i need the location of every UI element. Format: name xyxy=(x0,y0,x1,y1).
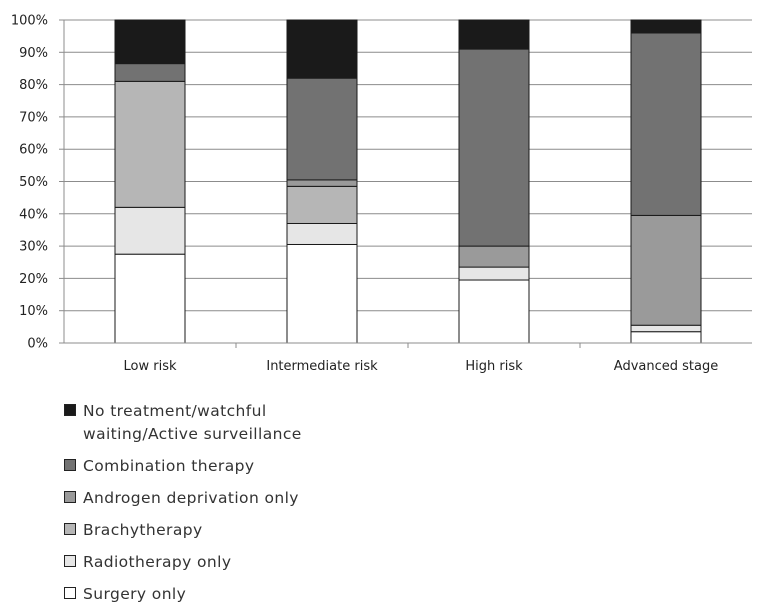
bar-segment xyxy=(114,63,186,82)
y-tick-label: 60% xyxy=(19,143,48,158)
legend-swatch xyxy=(64,555,76,567)
y-tick-label: 100% xyxy=(11,14,48,29)
bar-segment xyxy=(630,324,702,333)
bar-segment xyxy=(458,279,530,344)
bar-segment xyxy=(286,243,358,344)
y-tick-label: 30% xyxy=(19,240,48,255)
legend-item: No treatment/watchful waiting/Active sur… xyxy=(64,400,464,446)
legend-label: Combination therapy xyxy=(83,457,255,475)
y-tick-label: 10% xyxy=(19,304,48,319)
y-tick-label: 70% xyxy=(19,110,48,125)
x-tick-label: Low risk xyxy=(124,359,177,374)
x-tick-label: High risk xyxy=(465,359,523,374)
legend-item: Radiotherapy only xyxy=(64,551,464,574)
bar-segment xyxy=(630,331,702,344)
legend-swatch xyxy=(64,523,76,535)
legend-label: No treatment/watchful waiting/Active sur… xyxy=(83,402,302,443)
bar-segment xyxy=(114,206,186,255)
bar-segment xyxy=(286,222,358,245)
x-tick-label: Advanced stage xyxy=(614,359,718,374)
bar-segment xyxy=(458,48,530,247)
legend-item: Androgen deprivation only xyxy=(64,487,464,510)
legend-swatch xyxy=(64,459,76,471)
y-axis-ticks: 0% 10% 20% 30% 40% 50% 60% 70% 80% 90% 100% xyxy=(11,14,64,352)
bar-segment xyxy=(458,245,530,268)
bar-segment xyxy=(286,77,358,181)
bar-segment xyxy=(630,214,702,326)
legend-item: Combination therapy xyxy=(64,455,464,478)
bar-segment xyxy=(458,19,530,50)
legend-swatch xyxy=(64,491,76,503)
legend-item: Surgery only xyxy=(64,583,464,606)
bar-segment xyxy=(458,266,530,281)
legend-item: Brachytherapy xyxy=(64,519,464,542)
legend-label: Androgen deprivation only xyxy=(83,489,299,507)
bar-segment xyxy=(286,179,358,187)
y-tick-label: 20% xyxy=(19,272,48,287)
y-tick-label: 90% xyxy=(19,46,48,61)
x-axis-ticks: Low risk Intermediate risk High risk Advanc… xyxy=(124,343,718,374)
bars xyxy=(114,19,702,344)
bar-segment xyxy=(630,32,702,216)
y-tick-label: 40% xyxy=(19,207,48,222)
bar-segment xyxy=(114,80,186,208)
y-tick-label: 50% xyxy=(19,175,48,190)
legend: No treatment/watchful waiting/Active sur… xyxy=(64,400,464,615)
y-tick-label: 80% xyxy=(19,78,48,93)
y-tick-label: 0% xyxy=(27,337,48,352)
legend-label: Brachytherapy xyxy=(83,521,203,539)
bar-segment xyxy=(114,253,186,344)
legend-label: Surgery only xyxy=(83,585,187,603)
bar-segment xyxy=(286,185,358,224)
legend-swatch xyxy=(64,404,76,416)
bar-segment xyxy=(114,19,186,65)
legend-swatch xyxy=(64,587,76,599)
legend-label: Radiotherapy only xyxy=(83,553,232,571)
stacked-bar-chart: 0% 10% 20% 30% 40% 50% 60% 70% 80% 90% 100% Low ri… xyxy=(11,14,752,374)
x-tick-label: Intermediate risk xyxy=(266,359,378,374)
bar-segment xyxy=(630,19,702,34)
bar-segment xyxy=(286,19,358,79)
